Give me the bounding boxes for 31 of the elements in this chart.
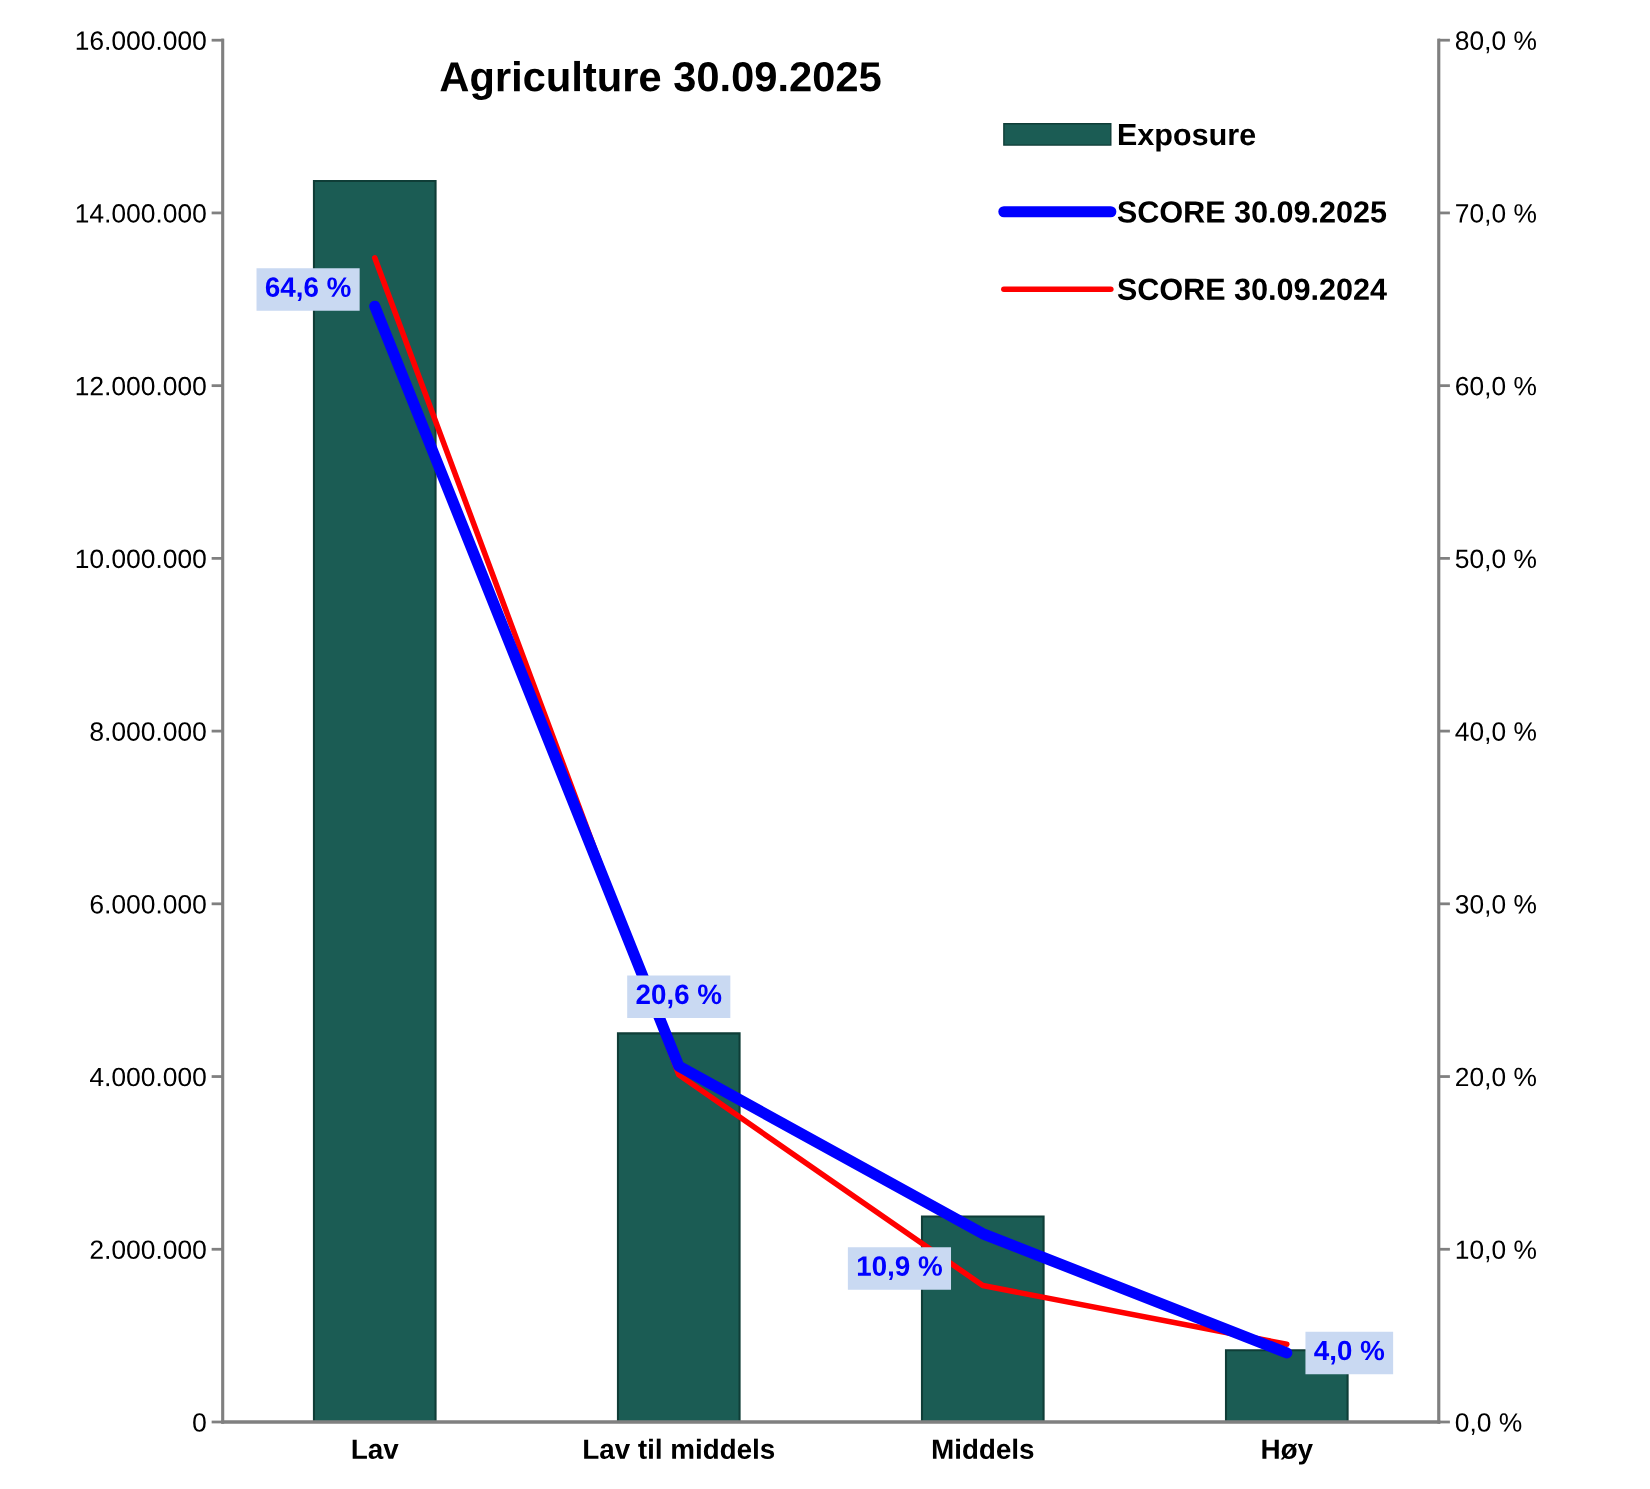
y-tick-label: 12.000.000 [76,376,206,396]
y-tick-label: 10.000.000 [76,549,206,569]
y2-tick-label: 80,0 % [1455,31,1536,54]
y2-tick-label: 0,0 % [1455,1413,1522,1435]
bar [616,1032,741,1422]
x-tick-label: Lav til middels [584,1438,775,1460]
x-tick-label: Lav [352,1439,399,1460]
y-tick-label: 8.000.000 [90,722,206,741]
legend-label: SCORE 30.09.2025 [1117,201,1387,223]
y-tick-label: 14.000.000 [76,204,206,223]
y-tick-label: 16.000.000 [76,31,206,51]
y-tick-label: 4.000.000 [90,1067,206,1087]
y-tick-label: 0 [193,1413,206,1432]
y2-tick-label: 30,0 % [1455,894,1536,917]
y-tick-label: 6.000.000 [90,894,206,914]
y2-tick-label: 20,0 % [1456,1067,1536,1090]
x-tick-label: Middels [932,1438,1034,1460]
y2-tick-label: 50,0 % [1455,549,1536,572]
y2-tick-label: 70,0 % [1456,204,1536,226]
data-label: 20,6 % [636,984,722,1009]
legend-label: SCORE 30.09.2024 [1117,278,1387,301]
y2-tick-label: 40,0 % [1455,722,1536,745]
y-tick-label: 2.000.000 [90,1240,206,1260]
y2-tick-label: 60,0 % [1456,376,1536,399]
data-label: 10,9 % [857,1256,942,1280]
data-label: 64,6 % [265,277,351,302]
legend-label: Exposure [1118,124,1256,152]
y2-tick-label: 10,0 % [1456,1240,1536,1263]
chart-title: Agriculture 30.09.2025 [440,60,881,100]
x-tick-label: Høy [1262,1439,1313,1465]
data-label: 4,0 % [1314,1340,1385,1365]
